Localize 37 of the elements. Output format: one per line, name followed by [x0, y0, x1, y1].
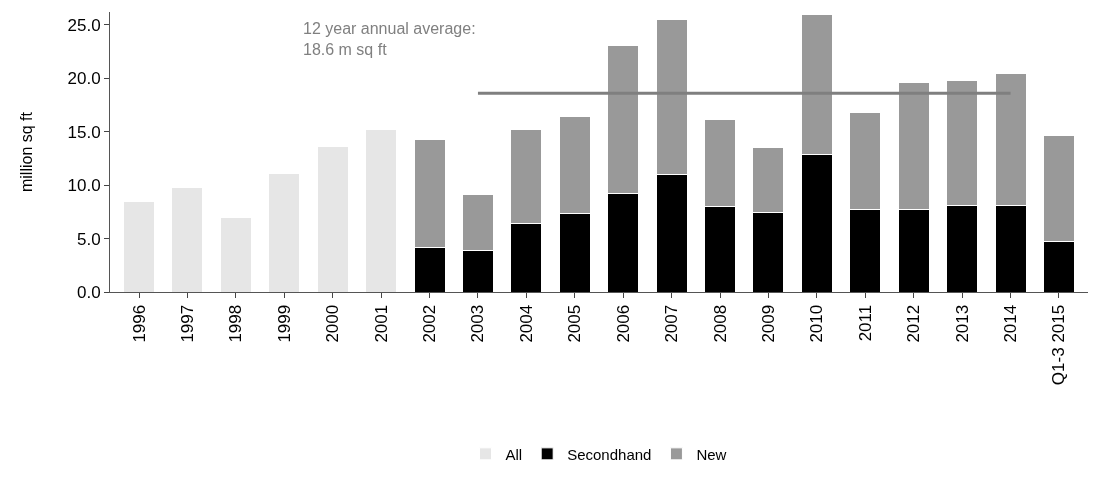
- y-tick-label: 15.0: [67, 122, 101, 142]
- x-tick-label: 2014: [1001, 304, 1021, 343]
- x-tick-label: 1998: [226, 304, 246, 343]
- x-tick-label: 1997: [177, 304, 197, 343]
- x-tick-label: 2009: [758, 304, 778, 343]
- x-tick-label: 1999: [274, 304, 294, 343]
- y-tick-label: 20.0: [67, 69, 101, 89]
- x-tick-label: 2005: [565, 304, 585, 343]
- bar: [268, 172, 301, 292]
- bar: [171, 186, 204, 292]
- bar: [123, 200, 156, 292]
- y-tick-label: 0.0: [76, 282, 101, 302]
- x-tick-label: 2006: [613, 304, 633, 343]
- x-tick-label: 2007: [662, 304, 682, 343]
- x-tick-label: 2013: [952, 304, 972, 343]
- x-tick-label: 2002: [420, 304, 440, 343]
- x-tick-label: 2012: [904, 304, 924, 343]
- y-tick-label: 5.0: [76, 229, 101, 249]
- x-tick-label: 2000: [323, 304, 343, 343]
- x-tick-label: 2008: [710, 304, 730, 343]
- bar: [316, 146, 349, 292]
- annotation: 12 year annual average: 18.6 m sq ft: [303, 20, 476, 58]
- bar: [365, 129, 398, 292]
- y-axis-title: million sq ft: [18, 111, 36, 193]
- x-tick-label: 2001: [371, 304, 391, 343]
- x-tick-label: 1996: [129, 304, 149, 343]
- bar: [219, 216, 252, 292]
- x-tick-label: 2010: [807, 304, 827, 343]
- x-tick-label: 2004: [516, 304, 536, 343]
- x-tick-label: Q1-3 2015: [1049, 304, 1069, 386]
- legend-label: All: [505, 445, 523, 463]
- x-tick-label: 2011: [855, 304, 875, 342]
- x-tick-label: 2003: [468, 304, 488, 343]
- legend-label: Secondhand: [567, 445, 652, 463]
- y-tick-label: 10.0: [67, 176, 101, 196]
- y-tick-label: 25.0: [67, 15, 101, 35]
- legend-label: New: [696, 445, 727, 463]
